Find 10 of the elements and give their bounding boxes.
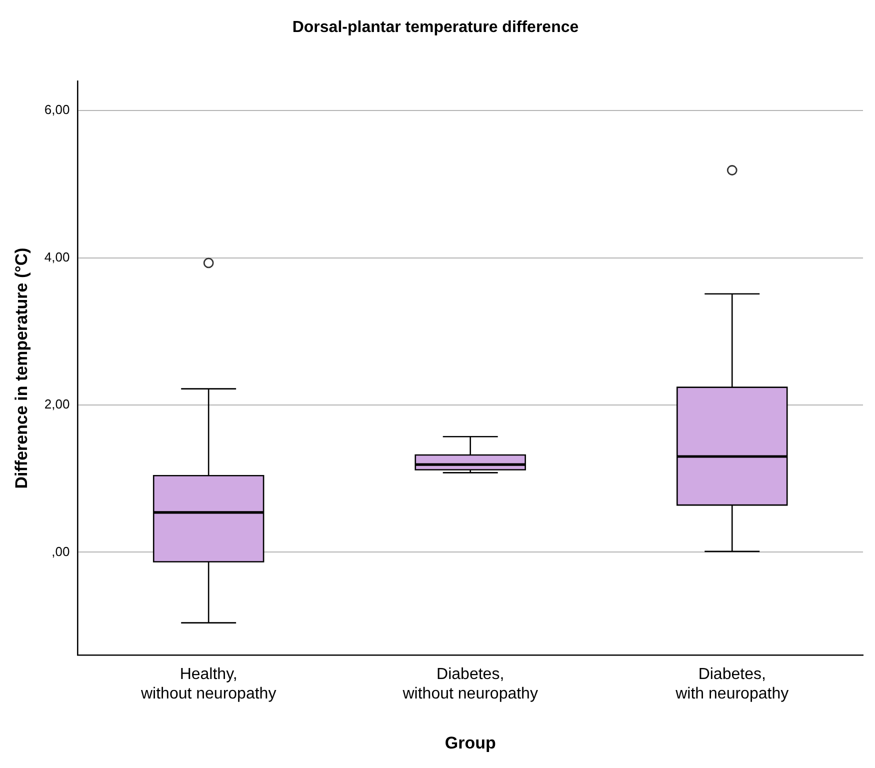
x-tick-label: Diabetes, with neuropathy [674, 666, 789, 702]
x-tick-label: Diabetes, without neuropathy [402, 666, 538, 702]
y-tick-label: 2,00 [44, 396, 70, 412]
y-tick-label: 6,00 [44, 102, 70, 118]
y-axis-title: Difference in temperature (°C) [12, 248, 31, 489]
y-tick-label: ,00 [52, 544, 70, 559]
x-tick-label: Healthy, without neuropathy [140, 666, 276, 702]
y-tick-label: 4,00 [44, 249, 70, 264]
chart-title: Dorsal-plantar temperature difference [292, 19, 579, 36]
x-axis-title: Group [444, 733, 496, 752]
